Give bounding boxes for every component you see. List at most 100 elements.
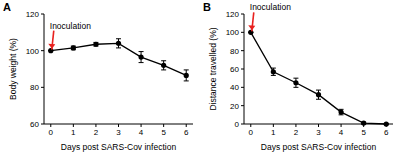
error-bar [93,42,98,46]
figure: A60801001200123456Days post SARS-Cov inf… [0,0,400,156]
y-tick-label: 80 [30,83,39,92]
data-point [271,69,276,74]
y-tick [241,69,244,70]
x-tick-label: 3 [316,128,321,137]
x-axis-label: Days post SARS-Cov infection [61,142,177,152]
error-bar [339,109,344,115]
error-bar [161,61,166,70]
data-group [248,30,389,127]
panel: A60801001200123456Days post SARS-Cov inf… [3,1,193,152]
x-axis-label: Days post SARS-Cov infection [261,142,377,152]
y-tick [241,105,244,106]
data-group [48,39,189,81]
error-cap [293,78,298,79]
x-tick [341,124,342,127]
data-point [361,120,366,125]
data-point [338,109,343,114]
error-cap [116,47,121,48]
data-point [161,63,166,68]
x-tick [273,124,274,127]
error-cap [139,51,144,52]
data-point [71,45,76,50]
data-point [384,121,389,126]
y-axis-label: Distance travelled (%) [208,27,218,110]
annotation-arrowhead [48,44,55,49]
error-cap [316,90,321,91]
panel-label: A [3,1,11,13]
x-tick [50,124,51,127]
y-tick-label: 120 [26,10,40,19]
x-tick-label: 5 [161,128,166,137]
annotation-arrowhead [248,25,255,30]
data-point [316,92,321,97]
x-tick [163,124,164,127]
error-bar [71,46,76,50]
annotation-text: Inoculation [50,21,91,31]
y-tick-label: 100 [226,28,240,37]
x-tick-label: 0 [249,128,254,137]
error-cap [271,68,276,69]
error-cap [184,80,189,81]
error-bar [293,78,298,87]
error-cap [161,60,166,61]
error-cap [139,62,144,63]
data-point [184,73,189,78]
x-tick-label: 3 [116,128,121,137]
y-tick-label: 20 [230,102,239,111]
error-cap [316,99,321,100]
x-tick [141,124,142,127]
y-tick-label: 0 [235,120,240,129]
x-tick-label: 4 [339,128,344,137]
y-tick-label: 80 [230,47,239,56]
x-tick [295,124,296,127]
panel: B0204060801001200123456Days post SARS-Co… [203,1,393,152]
x-tick-label: 4 [139,128,144,137]
x-tick [250,124,251,127]
y-tick [241,32,244,33]
annotation-text: Inoculation [250,2,291,12]
error-bar [316,90,321,99]
x-tick [73,124,74,127]
y-tick [41,87,44,88]
y-axis [44,14,45,124]
error-cap [161,69,166,70]
y-tick [241,14,244,15]
error-bar [139,52,144,63]
data-point [138,54,143,59]
y-tick [241,50,244,51]
y-tick [41,124,44,125]
y-tick-label: 120 [226,10,240,19]
x-tick [95,124,96,127]
panel-label: B [203,1,211,13]
x-tick [318,124,319,127]
y-axis-label: Body weight (%) [8,38,18,100]
data-point [293,80,298,85]
x-tick [118,124,119,127]
error-bar [184,70,189,81]
x-tick-label: 0 [49,128,54,137]
x-tick-label: 1 [71,128,76,137]
x-tick [186,124,187,127]
y-tick [241,87,244,88]
x-tick-label: 2 [294,128,299,137]
x-tick-label: 5 [361,128,366,137]
x-tick-label: 6 [384,128,389,137]
error-bar [271,68,276,75]
y-tick [241,124,244,125]
series-line [51,43,186,75]
error-bar [116,39,121,48]
series-line [251,32,386,124]
y-tick-label: 100 [26,47,40,56]
data-point [116,41,121,46]
x-tick-label: 6 [184,128,189,137]
error-cap [293,87,298,88]
x-tick-label: 1 [271,128,276,137]
error-cap [116,38,121,39]
y-tick-label: 60 [230,65,239,74]
data-point [93,42,98,47]
error-cap [184,69,189,70]
y-tick-label: 60 [30,120,39,129]
error-cap [271,75,276,76]
y-tick [41,50,44,51]
y-tick [41,14,44,15]
